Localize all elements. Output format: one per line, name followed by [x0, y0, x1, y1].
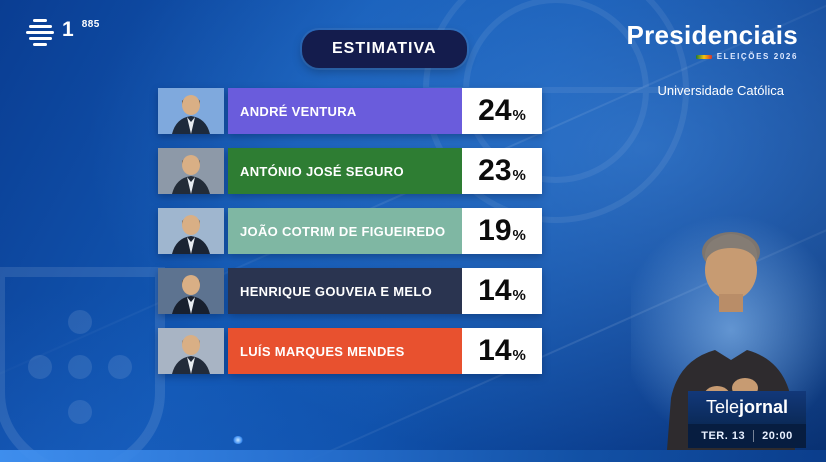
candidate-name-bar: HENRIQUE GOUVEIA E MELO: [228, 268, 462, 314]
candidate-photo: [158, 328, 224, 374]
candidate-photo: [158, 208, 224, 254]
telejornal-logo-part1: Tele: [705, 397, 739, 417]
telejornal-lockup: Tele jornal TER. 13 20:00: [688, 391, 806, 448]
score-unit: %: [512, 287, 526, 304]
schedule-day: TER. 13: [701, 430, 746, 442]
candidate-name-bar: ANTÓNIO JOSÉ SEGURO: [228, 148, 462, 194]
brand-title: Presidenciais: [626, 20, 798, 50]
candidate-row: JOÃO COTRIM DE FIGUEIREDO 19 %: [158, 208, 542, 254]
estimate-badge: ESTIMATIVA: [302, 30, 467, 68]
candidate-row: LUÍS MARQUES MENDES 14 %: [158, 328, 542, 374]
teletext-page: 885: [81, 19, 100, 30]
bottom-glow-dot: [233, 436, 243, 444]
candidate-photo: [158, 88, 224, 134]
results-chart: ANDRÉ VENTURA 24 % ANTÓNIO JOSÉ SEGURO 2…: [158, 88, 542, 374]
score-unit: %: [512, 347, 526, 364]
candidate-score: 24 %: [462, 88, 542, 134]
brand-subtitle: ELEIÇÕES 2026: [716, 52, 798, 62]
candidate-name: LUÍS MARQUES MENDES: [240, 343, 405, 359]
bottom-strip: [0, 450, 826, 462]
score-unit: %: [512, 227, 526, 244]
candidate-row: ANTÓNIO JOSÉ SEGURO 23 %: [158, 148, 542, 194]
brand-subtitle-row: ELEIÇÕES 2026: [626, 52, 798, 61]
candidate-row: HENRIQUE GOUVEIA E MELO 14 %: [158, 268, 542, 314]
schedule-strip: TER. 13 20:00: [688, 424, 806, 448]
candidate-name-bar: JOÃO COTRIM DE FIGUEIREDO: [228, 208, 462, 254]
candidate-name: ANDRÉ VENTURA: [240, 103, 357, 119]
schedule-time: 20:00: [762, 430, 793, 442]
flag-icon: [695, 54, 712, 59]
candidate-score: 14 %: [462, 268, 542, 314]
brand-block: Presidenciais ELEIÇÕES 2026 Universidade…: [626, 20, 798, 99]
candidate-name-bar: ANDRÉ VENTURA: [228, 88, 462, 134]
telejornal-logo-part2: jornal: [739, 397, 789, 417]
candidate-row: ANDRÉ VENTURA 24 %: [158, 88, 542, 134]
score-value: 24: [478, 94, 512, 127]
candidate-name: JOÃO COTRIM DE FIGUEIREDO: [240, 223, 446, 239]
candidate-name: HENRIQUE GOUVEIA E MELO: [240, 283, 433, 299]
candidate-score: 14 %: [462, 328, 542, 374]
score-unit: %: [512, 107, 526, 124]
candidate-photo: [158, 148, 224, 194]
score-value: 14: [478, 274, 512, 307]
channel-bug: 1 885: [26, 16, 100, 46]
telejornal-logo: Tele jornal: [688, 391, 806, 424]
schedule-divider: [753, 430, 755, 442]
candidate-photo: [158, 268, 224, 314]
score-unit: %: [512, 167, 526, 184]
score-value: 23: [478, 154, 512, 187]
poll-source: Universidade Católica: [657, 83, 784, 99]
candidate-name: ANTÓNIO JOSÉ SEGURO: [240, 163, 404, 179]
score-value: 14: [478, 334, 512, 367]
channel-number: 1: [62, 18, 74, 41]
candidate-score: 23 %: [462, 148, 542, 194]
rtp-logo-icon: [26, 19, 54, 46]
candidate-score: 19 %: [462, 208, 542, 254]
score-value: 19: [478, 214, 512, 247]
candidate-name-bar: LUÍS MARQUES MENDES: [228, 328, 462, 374]
